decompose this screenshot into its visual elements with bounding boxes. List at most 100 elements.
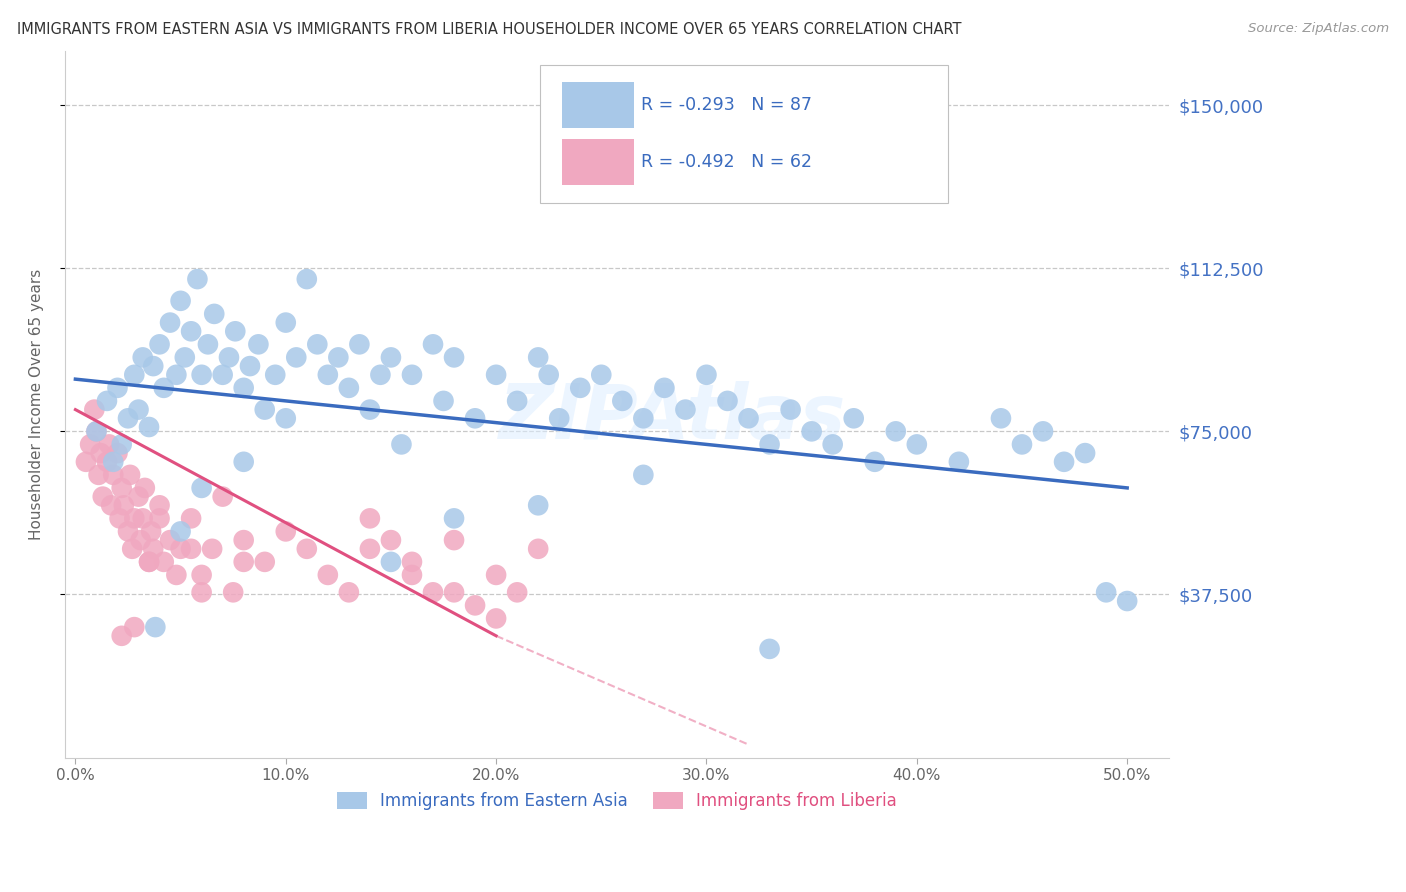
- Point: [124, 511, 146, 525]
- Point: [537, 368, 560, 382]
- Point: [779, 402, 801, 417]
- Point: [948, 455, 970, 469]
- Point: [758, 641, 780, 656]
- Point: [253, 555, 276, 569]
- Point: [569, 381, 592, 395]
- Point: [485, 611, 508, 625]
- Point: [464, 599, 486, 613]
- Point: [91, 490, 114, 504]
- Point: [380, 555, 402, 569]
- Point: [169, 524, 191, 539]
- Point: [905, 437, 928, 451]
- Text: R = -0.293   N = 87: R = -0.293 N = 87: [641, 96, 813, 114]
- Text: Source: ZipAtlas.com: Source: ZipAtlas.com: [1249, 22, 1389, 36]
- Point: [201, 541, 224, 556]
- Point: [211, 490, 233, 504]
- Point: [134, 481, 156, 495]
- Point: [124, 368, 146, 382]
- Point: [152, 555, 174, 569]
- Point: [107, 446, 129, 460]
- Point: [633, 467, 655, 482]
- Point: [173, 351, 195, 365]
- Point: [152, 381, 174, 395]
- Point: [148, 511, 170, 525]
- Point: [380, 533, 402, 548]
- Point: [87, 467, 110, 482]
- Point: [142, 541, 165, 556]
- Point: [159, 533, 181, 548]
- Point: [1116, 594, 1139, 608]
- Point: [548, 411, 571, 425]
- Point: [232, 533, 254, 548]
- Point: [111, 481, 134, 495]
- Point: [527, 351, 550, 365]
- Point: [190, 368, 212, 382]
- Point: [758, 437, 780, 451]
- Point: [612, 393, 634, 408]
- FancyBboxPatch shape: [562, 82, 634, 128]
- Point: [190, 481, 212, 495]
- Point: [1095, 585, 1118, 599]
- Point: [128, 490, 150, 504]
- Point: [274, 316, 297, 330]
- Point: [186, 272, 208, 286]
- Point: [111, 629, 134, 643]
- Point: [359, 402, 381, 417]
- Point: [124, 620, 146, 634]
- Point: [120, 467, 142, 482]
- Point: [506, 585, 529, 599]
- Point: [359, 541, 381, 556]
- Point: [247, 337, 270, 351]
- Point: [117, 524, 139, 539]
- Point: [96, 455, 118, 469]
- Point: [132, 511, 155, 525]
- Text: R = -0.492   N = 62: R = -0.492 N = 62: [641, 153, 813, 170]
- Point: [654, 381, 676, 395]
- Text: ZIPAtlas: ZIPAtlas: [499, 381, 846, 455]
- Point: [527, 541, 550, 556]
- Point: [169, 541, 191, 556]
- Point: [443, 351, 465, 365]
- Point: [443, 533, 465, 548]
- Point: [138, 555, 160, 569]
- Point: [83, 402, 105, 417]
- Point: [180, 511, 202, 525]
- Point: [821, 437, 844, 451]
- Point: [716, 393, 738, 408]
- Point: [316, 568, 339, 582]
- Point: [107, 381, 129, 395]
- Point: [1011, 437, 1033, 451]
- Point: [264, 368, 287, 382]
- Point: [159, 316, 181, 330]
- Point: [121, 541, 143, 556]
- Point: [138, 420, 160, 434]
- Point: [169, 293, 191, 308]
- Point: [75, 455, 97, 469]
- Point: [103, 467, 125, 482]
- Point: [842, 411, 865, 425]
- Point: [129, 533, 152, 548]
- Point: [98, 437, 121, 451]
- Point: [401, 568, 423, 582]
- Point: [112, 498, 135, 512]
- Point: [485, 368, 508, 382]
- Point: [111, 437, 134, 451]
- Point: [232, 455, 254, 469]
- Point: [100, 498, 122, 512]
- Point: [527, 498, 550, 512]
- Point: [633, 411, 655, 425]
- Point: [138, 555, 160, 569]
- Point: [211, 368, 233, 382]
- Point: [274, 411, 297, 425]
- Point: [148, 498, 170, 512]
- Point: [359, 511, 381, 525]
- Y-axis label: Householder Income Over 65 years: Householder Income Over 65 years: [30, 268, 44, 540]
- Point: [253, 402, 276, 417]
- Point: [675, 402, 697, 417]
- Point: [485, 568, 508, 582]
- Point: [800, 425, 823, 439]
- Point: [132, 351, 155, 365]
- Point: [990, 411, 1012, 425]
- Point: [142, 359, 165, 373]
- Point: [165, 568, 187, 582]
